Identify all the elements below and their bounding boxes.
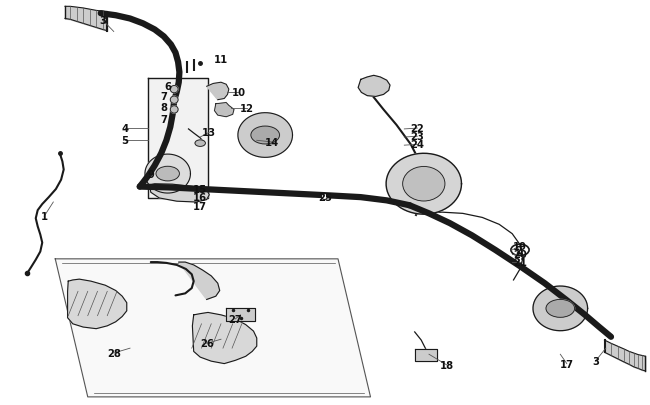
Text: 25: 25 bbox=[318, 193, 332, 202]
Text: 17: 17 bbox=[193, 202, 207, 211]
Polygon shape bbox=[145, 155, 190, 194]
Polygon shape bbox=[192, 313, 257, 364]
Text: 18: 18 bbox=[440, 360, 454, 370]
Circle shape bbox=[251, 127, 280, 145]
Text: 3: 3 bbox=[592, 356, 599, 366]
Text: 13: 13 bbox=[202, 128, 216, 138]
Polygon shape bbox=[238, 113, 292, 158]
Text: 9: 9 bbox=[148, 169, 154, 179]
Polygon shape bbox=[150, 184, 209, 202]
Text: 3: 3 bbox=[99, 16, 106, 26]
Ellipse shape bbox=[170, 107, 178, 114]
Text: 7: 7 bbox=[161, 115, 167, 124]
Text: 8: 8 bbox=[161, 102, 167, 112]
Polygon shape bbox=[68, 279, 127, 329]
Polygon shape bbox=[55, 259, 370, 397]
Text: 21: 21 bbox=[513, 258, 527, 267]
Text: 11: 11 bbox=[214, 55, 228, 65]
Polygon shape bbox=[214, 103, 234, 117]
Text: 23: 23 bbox=[410, 132, 424, 142]
Polygon shape bbox=[148, 79, 208, 198]
Ellipse shape bbox=[170, 97, 178, 104]
Polygon shape bbox=[415, 349, 437, 361]
Text: 17: 17 bbox=[560, 359, 574, 369]
Circle shape bbox=[195, 141, 205, 147]
Text: 26: 26 bbox=[200, 339, 214, 348]
Circle shape bbox=[156, 167, 179, 181]
Text: 4: 4 bbox=[122, 124, 128, 134]
Text: 6: 6 bbox=[164, 82, 171, 92]
Text: 28: 28 bbox=[107, 348, 121, 358]
Circle shape bbox=[546, 300, 575, 318]
Polygon shape bbox=[179, 262, 220, 300]
Polygon shape bbox=[226, 308, 255, 321]
Text: 10: 10 bbox=[232, 87, 246, 97]
Text: 22: 22 bbox=[410, 124, 424, 134]
Text: 16: 16 bbox=[193, 193, 207, 202]
Text: 7: 7 bbox=[161, 92, 167, 102]
Polygon shape bbox=[386, 154, 461, 215]
Ellipse shape bbox=[170, 86, 178, 94]
Text: 1: 1 bbox=[41, 212, 47, 222]
Text: 5: 5 bbox=[122, 136, 128, 146]
Text: 20: 20 bbox=[513, 249, 527, 259]
Text: 24: 24 bbox=[410, 140, 424, 150]
Text: 2: 2 bbox=[515, 245, 522, 255]
Text: 19: 19 bbox=[513, 241, 527, 251]
Ellipse shape bbox=[403, 167, 445, 202]
Text: 27: 27 bbox=[228, 314, 242, 324]
Text: 12: 12 bbox=[240, 104, 254, 113]
Text: 14: 14 bbox=[265, 138, 279, 147]
Polygon shape bbox=[533, 286, 588, 331]
Polygon shape bbox=[358, 76, 390, 97]
Polygon shape bbox=[207, 83, 229, 100]
Text: 15: 15 bbox=[193, 185, 207, 194]
